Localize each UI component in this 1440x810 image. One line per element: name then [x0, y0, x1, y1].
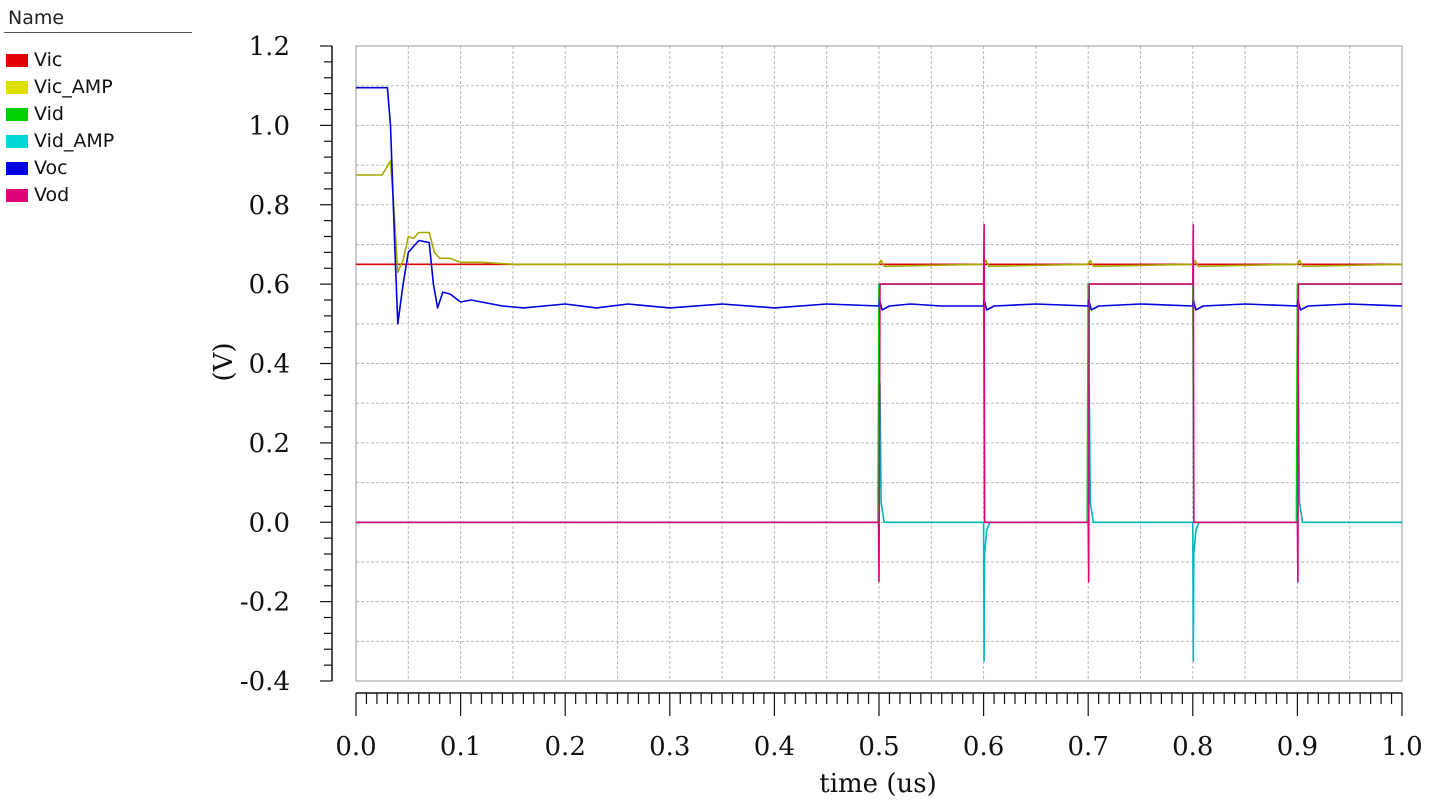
- legend-item-vic[interactable]: Vic: [6, 49, 62, 71]
- legend-item-vic-amp[interactable]: Vic_AMP: [6, 76, 113, 98]
- legend-label: Vic_AMP: [34, 76, 113, 98]
- x-tick-label: 1.0: [1381, 732, 1422, 762]
- plot-frame: [355, 45, 1403, 682]
- y-tick-label: -0.4: [240, 667, 290, 697]
- x-tick-label: 0.4: [754, 732, 795, 762]
- series-line-vic-amp: [356, 160, 1403, 274]
- legend-item-vid[interactable]: Vid: [6, 103, 64, 125]
- legend-header: Name: [8, 7, 65, 29]
- x-tick-label: 0.5: [858, 732, 899, 762]
- y-tick-label: 1.2: [249, 32, 290, 62]
- x-tick-label: 0.6: [963, 732, 1004, 762]
- legend-panel: Name Vic Vic_AMP Vid Vid_AMP Voc Vod: [0, 0, 195, 220]
- x-tick-label: 0.9: [1277, 732, 1318, 762]
- y-tick-label: 0.8: [249, 191, 290, 221]
- legend-header-divider: [4, 32, 192, 33]
- legend-swatch: [6, 107, 28, 121]
- x-tick-label: 0.8: [1172, 732, 1213, 762]
- x-tick-label: 0.3: [649, 732, 690, 762]
- y-tick-label: -0.2: [240, 588, 290, 618]
- y-tick-label: 1.0: [249, 111, 290, 141]
- legend-label: Vic: [34, 49, 63, 71]
- legend-swatch: [6, 80, 28, 94]
- legend-swatch: [6, 134, 28, 148]
- legend-label: Vod: [34, 184, 70, 206]
- y-tick-label: 0.4: [249, 350, 290, 380]
- legend-item-vid-amp[interactable]: Vid_AMP: [6, 130, 114, 152]
- x-tick-label: 0.7: [1068, 732, 1109, 762]
- series-line-vod: [356, 223, 1402, 583]
- legend-label: Vid: [34, 103, 64, 125]
- axes: [320, 45, 1403, 716]
- x-tick-label: 0.0: [335, 732, 376, 762]
- y-axis-label: (V): [209, 342, 239, 381]
- tick-labels: 0.0 0.1 0.2 0.3 0.4 0.5 0.6 0.7 0.8 0.9 1.0 1.2 1.0 0…: [240, 32, 1423, 762]
- x-axis-label: time (us): [819, 769, 936, 799]
- y-tick-label: 0.0: [249, 508, 290, 538]
- legend-item-vod[interactable]: Vod: [6, 184, 69, 206]
- legend-swatch: [6, 53, 28, 67]
- x-tick-label: 0.2: [545, 732, 586, 762]
- x-tick-label: 0.1: [440, 732, 481, 762]
- y-tick-label: 0.2: [249, 429, 290, 459]
- series-line-vid: [356, 283, 1402, 524]
- series-group: [356, 86, 1403, 663]
- legend-swatch: [6, 188, 28, 202]
- legend-swatch: [6, 161, 28, 175]
- legend-item-voc[interactable]: Voc: [6, 157, 68, 179]
- y-tick-label: 0.6: [249, 270, 290, 300]
- legend-label: Voc: [34, 157, 68, 179]
- legend-label: Vid_AMP: [34, 130, 115, 152]
